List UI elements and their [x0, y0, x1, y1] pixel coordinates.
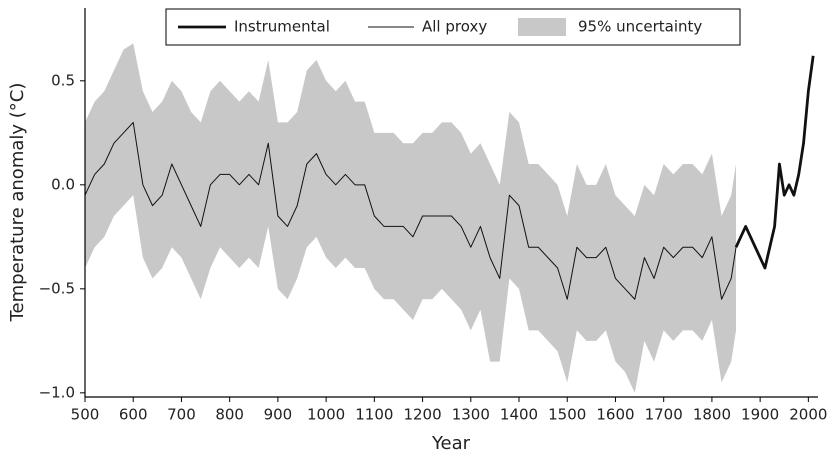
uncertainty-band	[85, 43, 737, 393]
y-tick-label: −0.5	[39, 279, 75, 297]
y-axis-label: Temperature anomaly (°C)	[7, 83, 28, 323]
x-tick-label: 1200	[403, 406, 441, 424]
legend-box	[165, 8, 741, 46]
series-line	[84, 121, 737, 300]
x-tick-label: 2000	[789, 406, 827, 424]
legend-swatch	[518, 18, 566, 36]
y-tick-label: 0.5	[51, 71, 75, 89]
x-tick-label: 1400	[500, 406, 538, 424]
x-tick-label: 1800	[693, 406, 731, 424]
x-tick-label: 900	[264, 406, 293, 424]
x-tick-label: 1000	[307, 406, 345, 424]
legend-label: Instrumental	[234, 18, 330, 36]
y-tick-label: 0.0	[51, 175, 75, 193]
x-tick-label: 1100	[355, 406, 393, 424]
x-tick-label: 1500	[548, 406, 586, 424]
y-tick-label: −1.0	[39, 383, 75, 401]
x-axis-label: Year	[431, 433, 471, 454]
x-tick-label: 500	[71, 406, 100, 424]
series-line	[734, 55, 815, 270]
x-tick-label: 1900	[741, 406, 779, 424]
legend-label: All proxy	[422, 18, 487, 36]
x-tick-label: 1700	[645, 406, 683, 424]
x-tick-label: 1600	[596, 406, 634, 424]
x-tick-label: 700	[167, 406, 196, 424]
x-tick-label: 800	[215, 406, 244, 424]
x-tick-label: 1300	[452, 406, 490, 424]
legend-label: 95% uncertainty	[578, 18, 702, 36]
x-tick-label: 600	[119, 406, 148, 424]
